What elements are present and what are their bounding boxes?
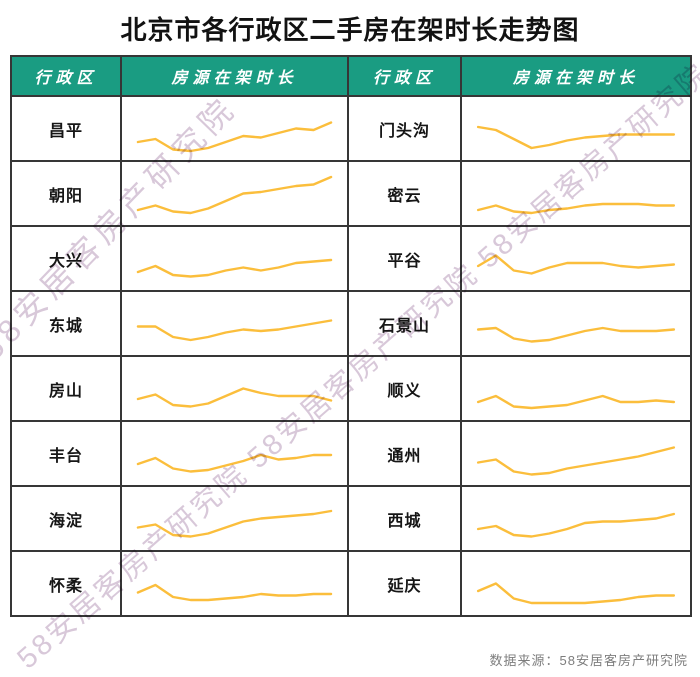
table-body: 昌平 门头沟朝阳 密云大兴 平谷东城 石景山房山 顺义丰台 通州海淀 西城怀柔 延庆: [10, 95, 692, 617]
sparkline-cell: [460, 225, 692, 292]
sparkline-cell: [120, 420, 349, 487]
sparkline-cell: [460, 420, 692, 487]
sparkline-cell: [460, 550, 692, 617]
district-label: 丰台: [10, 420, 122, 487]
district-label: 门头沟: [347, 95, 462, 162]
header-district-right: 行政区: [347, 55, 462, 97]
district-trend-table: 行政区 房源在架时长 行政区 房源在架时长 昌平 门头沟朝阳 密云大兴 平谷东城 石景山…: [10, 55, 692, 617]
district-label: 西城: [347, 485, 462, 552]
sparkline-cell: [460, 485, 692, 552]
sparkline-chart: [476, 394, 676, 410]
table-row: 朝阳 密云: [10, 160, 692, 227]
district-label: 朝阳: [10, 160, 122, 227]
sparkline-cell: [120, 290, 349, 357]
sparkline-chart: [136, 509, 333, 538]
header-trend-left: 房源在架时长: [120, 55, 349, 97]
district-label: 延庆: [347, 550, 462, 617]
table-row: 东城 石景山: [10, 290, 692, 357]
header-district-left: 行政区: [10, 55, 122, 97]
district-label: 昌平: [10, 95, 122, 162]
sparkline-cell: [120, 160, 349, 227]
sparkline-chart: [136, 175, 333, 215]
sparkline-chart: [136, 121, 333, 153]
sparkline-cell: [120, 225, 349, 292]
district-label: 顺义: [347, 355, 462, 422]
sparkline-chart: [476, 512, 676, 538]
sparkline-chart: [136, 387, 333, 408]
sparkline-chart: [476, 125, 676, 150]
sparkline-chart: [136, 258, 333, 278]
district-label: 怀柔: [10, 550, 122, 617]
sparkline-cell: [120, 95, 349, 162]
district-label: 海淀: [10, 485, 122, 552]
sparkline-chart: [476, 446, 676, 476]
sparkline-chart: [136, 583, 333, 602]
sparkline-cell: [460, 355, 692, 422]
table-row: 海淀 西城: [10, 485, 692, 552]
district-label: 平谷: [347, 225, 462, 292]
sparkline-chart: [136, 319, 333, 342]
header-row: 行政区 房源在架时长 行政区 房源在架时长: [10, 55, 692, 97]
sparkline-chart: [476, 582, 676, 605]
table-row: 丰台 通州: [10, 420, 692, 487]
header-trend-right: 房源在架时长: [460, 55, 692, 97]
sparkline-cell: [460, 160, 692, 227]
page-title: 北京市各行政区二手房在架时长走势图: [120, 15, 580, 45]
table-row: 房山 顺义: [10, 355, 692, 422]
table-row: 大兴 平谷: [10, 225, 692, 292]
district-label: 通州: [347, 420, 462, 487]
sparkline-chart: [476, 326, 676, 343]
sparkline-chart: [136, 453, 333, 473]
table-header: 行政区 房源在架时长 行政区 房源在架时长: [10, 55, 692, 97]
district-label: 石景山: [347, 290, 462, 357]
sparkline-cell: [120, 485, 349, 552]
sparkline-cell: [460, 290, 692, 357]
table-row: 昌平 门头沟: [10, 95, 692, 162]
district-label: 大兴: [10, 225, 122, 292]
sparkline-cell: [120, 550, 349, 617]
district-label: 密云: [347, 160, 462, 227]
sparkline-cell: [460, 95, 692, 162]
data-source-note: 数据来源：58安居客房产研究院: [489, 653, 688, 668]
district-label: 东城: [10, 290, 122, 357]
sparkline-chart: [476, 202, 676, 215]
table-row: 怀柔 延庆: [10, 550, 692, 617]
sparkline-cell: [120, 355, 349, 422]
sparkline-chart: [476, 254, 676, 275]
district-label: 房山: [10, 355, 122, 422]
